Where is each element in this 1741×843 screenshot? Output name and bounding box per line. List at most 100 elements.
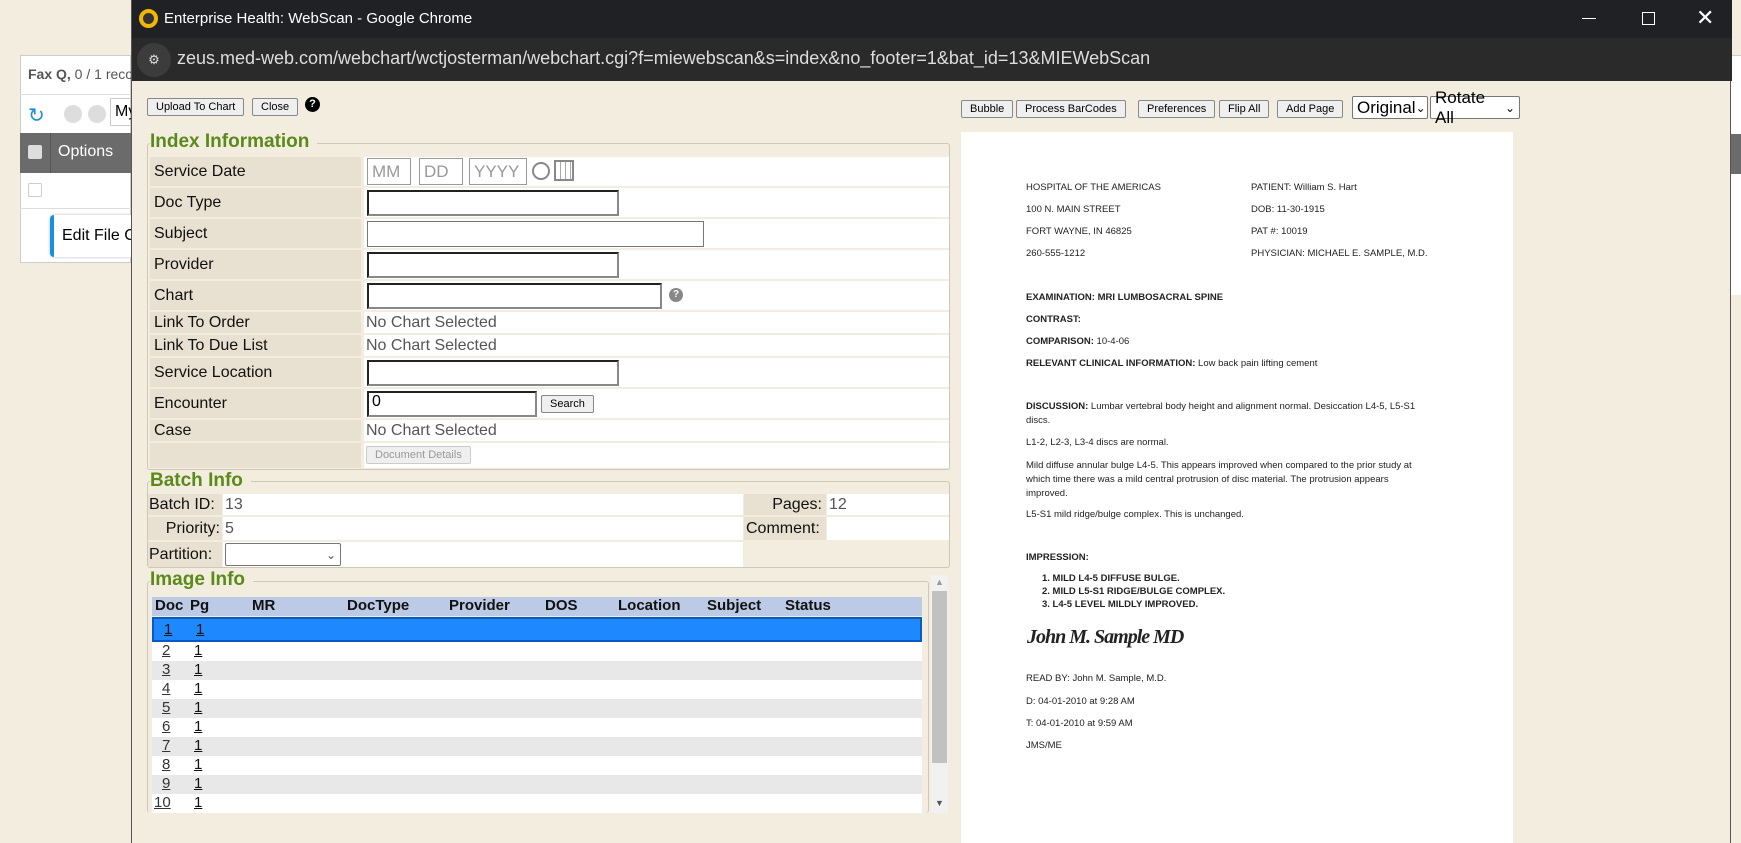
encounter-search-button[interactable]: Search: [541, 395, 594, 413]
pages-label: Pages:: [744, 494, 826, 515]
select-all-checkbox[interactable]: [28, 145, 42, 159]
doc-text: 100 N. MAIN STREET: [1026, 204, 1121, 215]
page-link[interactable]: 1: [194, 775, 203, 792]
doc-link[interactable]: 3: [162, 661, 171, 678]
doc-link[interactable]: 4: [162, 680, 171, 697]
page-link[interactable]: 1: [194, 756, 203, 773]
help-icon[interactable]: ?: [305, 97, 320, 112]
doc-type-input[interactable]: [367, 190, 619, 216]
doc-text: discs.: [1026, 415, 1051, 426]
column-mr: MR: [252, 597, 276, 614]
process-barcodes-button[interactable]: Process BarCodes: [1016, 100, 1126, 118]
scrollbar-thumb[interactable]: [932, 591, 947, 763]
clock-icon[interactable]: [532, 162, 550, 180]
service-date-value: MM DD YYYY: [364, 157, 949, 186]
column-dos: DOS: [545, 597, 578, 614]
doc-text: which time there was a mild central prot…: [1026, 474, 1389, 485]
partition-select[interactable]: ⌄: [225, 543, 341, 566]
refresh-icon[interactable]: ↻: [28, 105, 45, 127]
batch-info-legend: Batch Info: [150, 470, 251, 492]
service-location-input[interactable]: [367, 360, 619, 386]
rotate-all-select[interactable]: Rotate All ⌄: [1430, 88, 1520, 127]
index-information-legend: Index Information: [150, 131, 318, 153]
provider-input[interactable]: [367, 252, 619, 278]
title-bar: Enterprise Health: WebScan - Google Chro…: [132, 0, 1732, 38]
table-row[interactable]: 10 1: [152, 794, 922, 813]
encounter-input[interactable]: 0: [367, 391, 537, 417]
document-details-button[interactable]: Document Details: [366, 446, 471, 464]
scroll-down-icon[interactable]: ▼: [935, 798, 944, 808]
empty-label: [150, 443, 361, 468]
page-link[interactable]: 1: [194, 680, 203, 697]
doc-link[interactable]: 2: [162, 642, 171, 659]
orientation-select[interactable]: Original ⌄: [1352, 96, 1428, 119]
page-link[interactable]: 1: [194, 794, 203, 811]
chart-help-icon[interactable]: ?: [669, 288, 683, 302]
year-input[interactable]: YYYY: [469, 158, 527, 185]
doc-text: PATIENT: William S. Hart: [1251, 182, 1357, 193]
batch-id-label: Batch ID:: [148, 494, 222, 515]
search-input[interactable]: My: [110, 98, 131, 126]
subject-input[interactable]: [367, 221, 704, 247]
doc-text: COMPARISON: 10-4-06: [1026, 336, 1130, 347]
doc-text: L1-2, L2-3, L3-4 discs are normal.: [1026, 437, 1169, 448]
column-status: Status: [785, 597, 831, 614]
address-bar[interactable]: ⚙ zeus.med-web.com/webchart/wctjosterman…: [132, 38, 1732, 81]
doc-text: JMS/ME: [1026, 740, 1062, 751]
doc-link[interactable]: 5: [162, 699, 171, 716]
doc-link[interactable]: 8: [162, 756, 171, 773]
page-link[interactable]: 1: [196, 621, 205, 638]
page-link[interactable]: 1: [194, 699, 203, 716]
image-info-table: Doc Pg MR DocType Provider DOS Location …: [152, 597, 922, 813]
page-link[interactable]: 1: [194, 642, 203, 659]
doc-text: D: 04-01-2010 at 9:28 AM: [1026, 696, 1135, 707]
calendar-icon[interactable]: [554, 160, 574, 181]
page-link[interactable]: 1: [194, 718, 203, 735]
month-input[interactable]: MM: [367, 158, 411, 185]
close-window-icon[interactable]: ✕: [1696, 5, 1715, 30]
next-icon[interactable]: [88, 105, 106, 123]
close-button[interactable]: Close: [252, 98, 299, 116]
doc-link[interactable]: 7: [162, 737, 171, 754]
options-header: Options: [58, 143, 114, 160]
day-input[interactable]: DD: [419, 158, 463, 185]
add-page-button[interactable]: Add Page: [1277, 100, 1344, 118]
prev-icon[interactable]: [64, 105, 82, 123]
page-link[interactable]: 1: [194, 737, 203, 754]
link-to-due-list-label: Link To Due List: [150, 335, 361, 356]
chart-input[interactable]: [367, 283, 662, 309]
edit-file-button[interactable]: Edit File C: [50, 215, 131, 257]
maximize-icon[interactable]: [1642, 12, 1655, 25]
bubble-button[interactable]: Bubble: [961, 100, 1014, 118]
scroll-up-icon[interactable]: ▲: [935, 577, 944, 587]
service-date-label: Service Date: [150, 157, 361, 186]
flip-all-button[interactable]: Flip All: [1219, 100, 1270, 118]
batch-info-section: [147, 481, 950, 568]
table-scrollbar[interactable]: ▲ ▼: [931, 575, 948, 813]
background-toolbar: ↻ My: [20, 94, 131, 132]
doc-text: EXAMINATION: MRI LUMBOSACRAL SPINE: [1026, 292, 1224, 303]
case-label: Case: [150, 420, 361, 441]
doc-link[interactable]: 10: [154, 794, 171, 811]
site-info-icon[interactable]: ⚙: [137, 43, 171, 77]
image-info-section: [147, 581, 929, 813]
preferences-button[interactable]: Preferences: [1138, 100, 1216, 118]
link-to-due-list-value: No Chart Selected: [364, 335, 949, 356]
row-checkbox[interactable]: [28, 183, 42, 197]
doc-link[interactable]: 1: [164, 621, 173, 638]
minimize-icon[interactable]: [1582, 18, 1596, 19]
page-link[interactable]: 1: [194, 661, 203, 678]
doc-link[interactable]: 9: [162, 775, 171, 792]
upload-to-chart-button[interactable]: Upload To Chart: [147, 98, 245, 116]
doc-link[interactable]: 6: [162, 718, 171, 735]
doc-text: improved.: [1026, 488, 1068, 499]
